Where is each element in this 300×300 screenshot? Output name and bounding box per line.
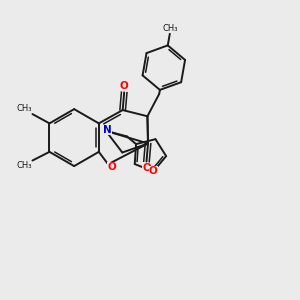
Text: O: O [120,81,129,91]
Text: O: O [107,162,116,172]
Text: CH₃: CH₃ [16,161,32,170]
Text: CH₃: CH₃ [162,24,178,33]
Text: O: O [149,167,158,176]
Text: CH₃: CH₃ [16,103,32,112]
Text: N: N [103,124,112,135]
Text: O: O [142,163,151,173]
